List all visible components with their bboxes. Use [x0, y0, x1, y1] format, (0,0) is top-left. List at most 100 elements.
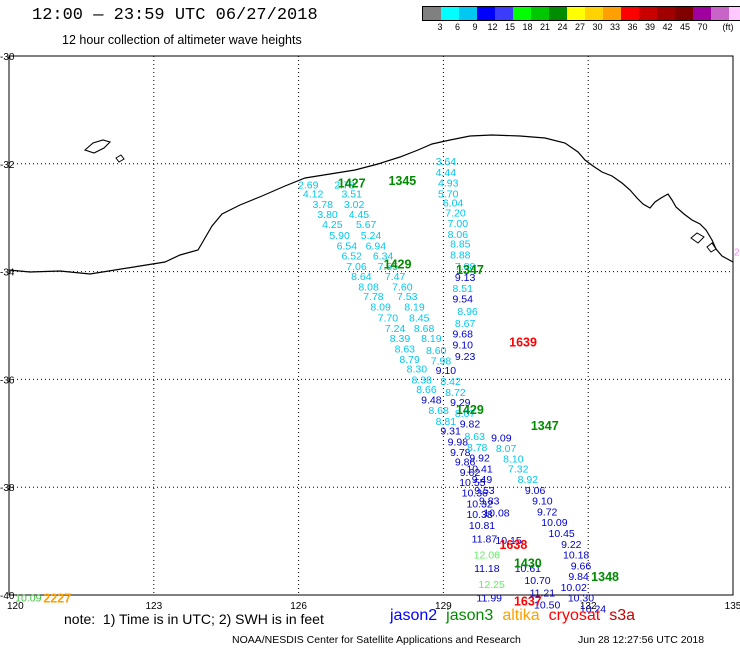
wave-height-value: 8.60 [426, 345, 447, 357]
colorbar-swatch [657, 7, 675, 20]
wave-height-value: 9.66 [571, 560, 592, 572]
island [115, 154, 125, 163]
wave-height-value: 8.79 [399, 354, 420, 366]
pass-time-label: 1345 [388, 174, 416, 188]
wave-height-value: 11.21 [530, 587, 556, 599]
latitude-label: -38 [0, 483, 15, 494]
colorbar-label: (ft) [722, 22, 734, 32]
wave-height-value: 8.85 [450, 239, 471, 251]
colorbar-swatch [693, 7, 711, 20]
colorbar-swatch [621, 7, 639, 20]
colorbar-label: 45 [679, 22, 691, 32]
wave-height-value: 9.62 [460, 467, 481, 479]
colorbar-label: 6 [454, 22, 461, 32]
credit-line: NOAA/NESDIS Center for Satellite Applica… [232, 634, 521, 646]
wave-height-value: 9.10 [436, 365, 457, 377]
colorbar-label: 42 [662, 22, 673, 32]
colorbar-labels: 3 6 9 12 15 18 21 24 27 30 33 36 39 42 45 70 (ft) [422, 22, 740, 34]
wave-height-value: 4.93 [438, 178, 459, 190]
wave-height-value: 10.70 [524, 575, 550, 587]
wave-height-value: 8.38 [411, 374, 432, 386]
wave-height-value: 8.92 [518, 474, 539, 486]
wave-height-value: 7.00 [448, 218, 469, 230]
colorbar-swatch [675, 7, 693, 20]
pass-time-label: 2227 [43, 592, 71, 606]
wave-height-value: 9.22 [561, 539, 582, 551]
wave-height-value: 8.30 [407, 364, 428, 376]
wave-height-value: 11.18 [474, 563, 500, 575]
wave-height-value: 7.55 [378, 261, 399, 273]
wave-height-value: 6.34 [373, 250, 394, 262]
pass-time-label: 1638 [499, 538, 527, 552]
wave-height-value: 9.23 [455, 351, 476, 363]
pass-time-label: 1637 [514, 594, 542, 608]
pass-time-label: 1639 [509, 336, 537, 350]
wave-height-value: 7.06 [346, 261, 367, 273]
wave-height-value: 8.81 [436, 416, 457, 428]
wave-height-value: 6.52 [341, 250, 362, 262]
pass-time-label: 1347 [531, 419, 559, 433]
pass-time-label: 1429 [384, 258, 412, 272]
wave-height-value: 10.38 [466, 509, 492, 521]
wave-height-value: 8.09 [370, 302, 391, 314]
coastline [8, 134, 734, 275]
wave-height-value: 8.10 [503, 454, 524, 466]
colorbar-label: 12 [487, 22, 498, 32]
wave-height-value: 8.68 [428, 405, 449, 417]
wave-height-value: 10.55 [459, 477, 485, 489]
colorbar-label: 9 [472, 22, 478, 32]
legend-altika: altika [502, 607, 540, 624]
wave-height-value: 7.78 [363, 291, 384, 303]
wave-height-value: 9.29 [450, 397, 471, 409]
colorbar-swatch [477, 7, 495, 20]
wave-height-value: 3.80 [317, 209, 338, 221]
wave-height-value: 8.68 [414, 323, 435, 335]
colorbar-swatch [549, 7, 567, 20]
wave-height-value: 9.53 [474, 485, 495, 497]
wave-height-value: 8.07 [496, 443, 517, 455]
colorbar-swatch [585, 7, 603, 20]
wave-height-value: 4.45 [349, 209, 370, 221]
wave-height-value: 8.88 [450, 249, 471, 261]
wave-height-value: 11.99 [477, 593, 503, 605]
wave-height-value: 8.06 [448, 229, 469, 241]
wave-height-value: 5.67 [356, 219, 377, 231]
wave-height-value: 6.94 [366, 241, 387, 253]
map-frame [8, 55, 734, 596]
wave-height-value: 8.19 [404, 302, 425, 314]
longitude-label: 123 [145, 601, 162, 612]
wave-height-value: 10.09 [541, 517, 567, 529]
wave-height-value: 2.78 [334, 179, 355, 191]
wave-height-value: 8.08 [358, 282, 379, 294]
wave-height-value: 12.06 [474, 550, 500, 562]
colorbar-label: 36 [627, 22, 638, 32]
wave-height-value: 7.47 [385, 271, 406, 283]
wave-height-value: 9.49 [472, 474, 493, 486]
wave-height-value: 9.68 [452, 329, 473, 341]
wave-height-value: 8.96 [457, 306, 478, 318]
footer-note: note: 1) Time is in UTC; 2) SWH is in fe… [64, 611, 324, 627]
wave-height-value: 8.42 [440, 376, 461, 388]
wave-height-value: 11.87 [472, 533, 498, 545]
legend-jason3: jason3 [446, 607, 494, 624]
colorbar-swatch [639, 7, 657, 20]
wave-height-value: 4.44 [436, 167, 457, 179]
colorbar-label: 33 [609, 22, 621, 32]
colorbar-label: 15 [504, 22, 516, 32]
edge-wave-value: 24 [734, 247, 740, 258]
wave-height-value: 10.50 [534, 600, 560, 612]
colorbar-swatch [567, 7, 585, 20]
colorbar-label: 18 [522, 22, 533, 32]
wave-height-value: 9.09 [491, 433, 512, 445]
satellite-legend: jason2 jason3 altika cryosat s3a [390, 607, 644, 625]
wave-height-value: 3.02 [344, 199, 365, 211]
wave-height-value: 10.09 [15, 593, 41, 605]
wave-height-value: 2.69 [298, 179, 319, 191]
wave-height-value: 10.32 [466, 498, 492, 510]
latitude-label: -34 [0, 268, 15, 279]
wave-height-value: 10.41 [466, 463, 492, 475]
wave-height-value: 4.12 [303, 188, 324, 200]
wave-height-value: 6.04 [443, 198, 464, 210]
wave-height-value: 8.19 [421, 333, 442, 345]
